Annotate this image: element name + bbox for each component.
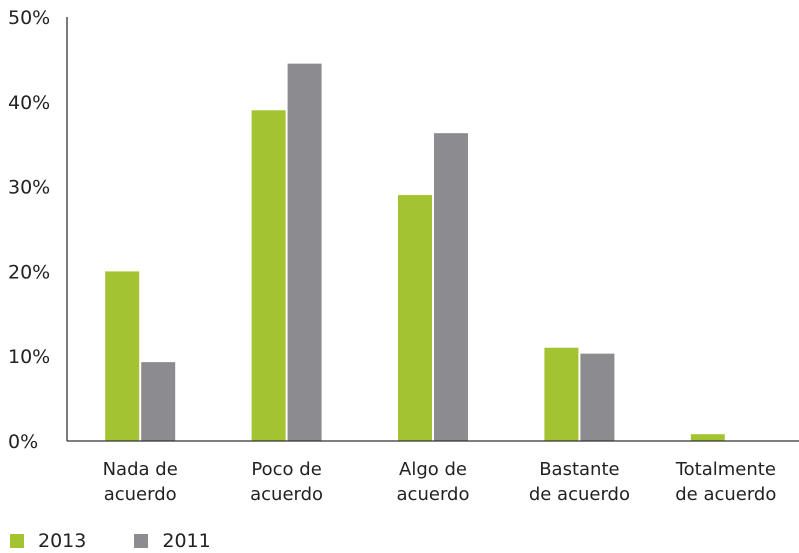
legend-swatch-2013 bbox=[10, 534, 24, 548]
legend-label-2013: 2013 bbox=[38, 530, 87, 552]
bar-2011 bbox=[141, 362, 176, 441]
x-tick-label: acuerdo bbox=[397, 484, 470, 505]
x-tick-label: de acuerdo bbox=[675, 484, 776, 505]
bar-2013 bbox=[690, 434, 725, 441]
bar-2013 bbox=[251, 110, 286, 441]
bar-2011 bbox=[287, 63, 322, 441]
y-tick-label: 0% bbox=[8, 431, 38, 453]
y-tick-label: 40% bbox=[8, 92, 50, 114]
x-tick-label: de acuerdo bbox=[529, 484, 630, 505]
bar-2011 bbox=[434, 133, 468, 441]
legend-item-2011: 2011 bbox=[134, 530, 211, 552]
y-tick-label: 50% bbox=[8, 7, 50, 29]
y-tick-label: 30% bbox=[8, 177, 50, 199]
x-tick-label: acuerdo bbox=[250, 484, 323, 505]
bar-2013 bbox=[105, 271, 140, 441]
bar-2011 bbox=[580, 353, 615, 441]
y-tick-label: 10% bbox=[8, 346, 50, 368]
bar-chart: 0% 10% 20% 30% 40% 50% Nada de acuerdo Poco de a… bbox=[8, 7, 799, 505]
x-tick-label: acuerdo bbox=[104, 484, 177, 505]
legend: 2013 2011 bbox=[10, 529, 259, 553]
x-tick-label: Bastante bbox=[539, 459, 619, 480]
x-tick-label: Poco de bbox=[251, 459, 321, 480]
x-tick-label: Totalmente bbox=[675, 459, 776, 480]
x-tick-label: Algo de bbox=[399, 459, 467, 480]
bar-2013 bbox=[398, 195, 432, 441]
legend-label-2011: 2011 bbox=[162, 530, 211, 552]
y-tick-label: 20% bbox=[8, 261, 50, 283]
legend-item-2013: 2013 bbox=[10, 530, 86, 552]
legend-swatch-2011 bbox=[134, 534, 149, 548]
bar-2013 bbox=[544, 347, 579, 441]
x-tick-label: Nada de bbox=[103, 459, 178, 480]
